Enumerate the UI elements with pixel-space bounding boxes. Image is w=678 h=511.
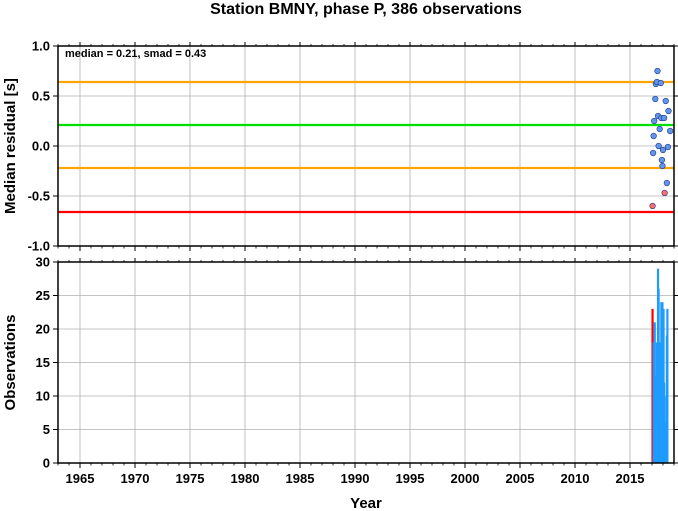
- y-tick-label: 0: [43, 456, 50, 471]
- x-tick-label: 1980: [231, 471, 260, 486]
- residual-point: [665, 107, 672, 115]
- residual-point: [656, 125, 663, 133]
- observation-bar: [655, 342, 659, 463]
- x-tick-label: 2015: [616, 471, 645, 486]
- x-tick-label: 1965: [66, 471, 95, 486]
- x-tick-label: 1995: [396, 471, 425, 486]
- residual-point: [659, 162, 666, 170]
- x-axis-title: Year: [350, 495, 382, 511]
- residual-point: [649, 149, 657, 157]
- y-tick-label: 25: [36, 288, 50, 303]
- residual-point: [664, 143, 672, 151]
- residual-panel: 1.0 0.5 0.0 -0.5 -1.0 Median residual [s] medi…: [2, 39, 678, 254]
- residual-point: [652, 95, 659, 103]
- y-tick-label: 15: [36, 355, 50, 370]
- residual-point: [661, 189, 668, 197]
- residual-point: [667, 127, 674, 135]
- observation-bar: [657, 288, 660, 463]
- x-tick-label: 1985: [286, 471, 315, 486]
- y-tick-label: 0.0: [32, 139, 50, 154]
- observation-bar: [666, 308, 669, 463]
- chart-title: Station BMNY, phase P, 386 observations: [210, 1, 522, 18]
- residual-point: [660, 114, 668, 122]
- y-tick-label: -0.5: [28, 189, 50, 204]
- y-axis-title: Median residual [s]: [2, 78, 19, 214]
- observations-panel: 0 5 10 15 20 25 30 1965 1970 1975 1980 1985 1990 1995…: [2, 255, 678, 511]
- residual-point: [663, 179, 670, 187]
- x-tick-label: 1970: [121, 471, 150, 486]
- x-tick-label: 1975: [176, 471, 205, 486]
- stats-annotation: median = 0.21, smad = 0.43: [65, 48, 206, 60]
- observation-bar: [661, 302, 664, 463]
- y-tick-label: 10: [36, 389, 50, 404]
- residual-point: [662, 97, 669, 105]
- y-tick-label: 1.0: [32, 39, 50, 54]
- residual-point: [651, 117, 658, 125]
- y-tick-label: 20: [36, 322, 50, 337]
- x-tick-label: 2005: [506, 471, 535, 486]
- residual-point: [655, 142, 662, 150]
- residual-point: [659, 146, 667, 154]
- residual-point: [654, 67, 661, 75]
- residual-point: [658, 156, 666, 164]
- y-tick-label: 0.5: [32, 89, 50, 104]
- residual-point: [649, 202, 656, 210]
- residual-point: [650, 132, 657, 140]
- y-axis-title: Observations: [2, 315, 19, 411]
- x-tick-label: 1990: [341, 471, 370, 486]
- y-tick-label: -1.0: [28, 239, 50, 254]
- residual-point: [657, 79, 664, 87]
- x-tick-label: 2000: [451, 471, 480, 486]
- y-tick-label: 30: [36, 255, 50, 270]
- y-tick-label: 5: [43, 422, 50, 437]
- x-tick-label: 2010: [561, 471, 590, 486]
